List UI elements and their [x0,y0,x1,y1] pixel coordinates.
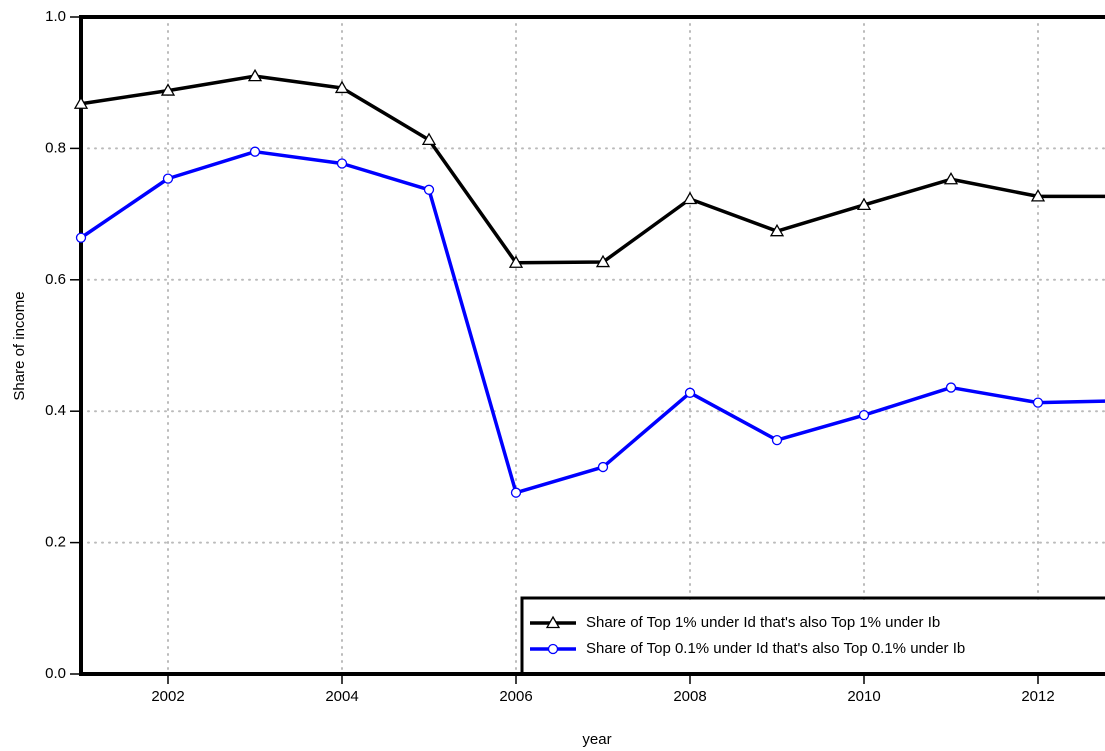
marker [682,191,698,205]
marker [249,146,261,157]
x-tick-label: 2012 [1021,688,1054,705]
marker [160,83,176,96]
y-tick-label: 0.0 [45,665,66,682]
y-axis-label: Share of income [11,291,28,400]
marker [334,80,350,94]
legend-label: Share of Top 0.1% under Id that's also T… [586,640,965,657]
y-tick-label: 0.4 [45,402,66,419]
series-line [80,149,1105,495]
marker [162,173,174,184]
marker [421,132,437,146]
marker [247,68,263,82]
marker [336,158,348,169]
marker [856,197,872,211]
marker [945,382,957,393]
marker [510,487,522,498]
legend-label: Share of Top 1% under Id that's also Top… [586,614,940,631]
marker [771,434,783,446]
marker [595,254,611,268]
marker [858,409,870,421]
legend-box [520,596,1105,674]
y-tick-label: 0.2 [45,534,66,551]
series-line [80,74,1105,265]
marker [597,461,609,473]
x-axis-label: year [582,731,611,748]
x-tick-label: 2004 [325,688,358,705]
x-tick-label: 2008 [673,688,706,705]
marker [769,223,785,237]
x-tick-label: 2010 [847,688,880,705]
marker [943,171,959,185]
marker [545,615,561,629]
marker [508,255,524,268]
plot-area [73,15,1105,676]
marker [547,643,559,655]
y-tick-label: 0.6 [45,271,66,288]
y-tick-label: 0.8 [45,139,66,156]
marker [1030,189,1046,202]
marker [1032,397,1044,408]
marker [73,96,89,109]
y-tick-label: 1.0 [45,8,66,25]
plot-frame [79,15,1105,676]
x-tick-label: 2006 [499,688,532,705]
marker [423,184,435,195]
marker [684,387,696,398]
x-tick-label: 2002 [151,688,184,705]
legend-bg [524,600,1105,672]
marker [75,232,87,243]
